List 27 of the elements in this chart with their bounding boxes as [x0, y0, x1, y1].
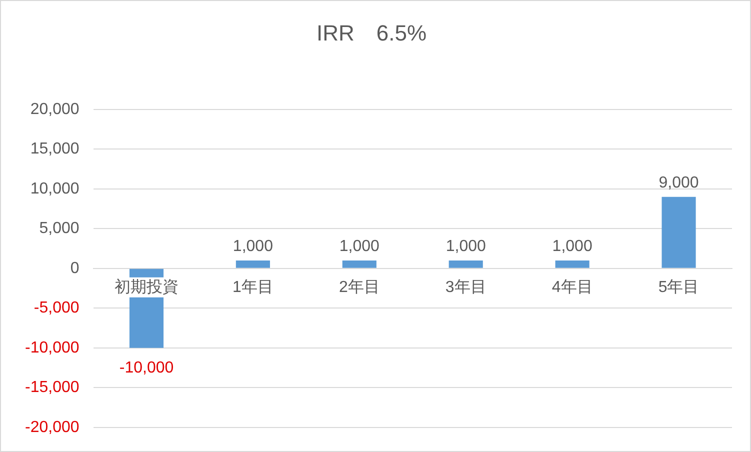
y-tick-label: -15,000: [25, 379, 80, 396]
y-tick-label: 15,000: [30, 140, 80, 158]
y-tick-label: 20,000: [30, 100, 80, 118]
x-tick-label: 初期投資: [114, 278, 178, 296]
y-tick-label: 10,000: [30, 180, 80, 198]
y-tick-label: -5,000: [34, 300, 80, 317]
data-label: 1,000: [339, 238, 380, 255]
y-tick-label: -20,000: [25, 418, 80, 436]
x-tick-label: 3年目: [445, 278, 486, 296]
data-label: 9,000: [658, 174, 699, 192]
bar: [342, 260, 376, 268]
x-tick-label: 2年目: [338, 278, 380, 296]
y-tick-label: 5,000: [39, 220, 80, 238]
bar: [236, 260, 270, 268]
x-tick-label: 5年目: [658, 278, 700, 296]
chart-title: IRR 6.5%: [316, 20, 427, 46]
data-label: 1,000: [232, 238, 274, 255]
x-tick-label: 1年目: [232, 278, 274, 296]
bar: [555, 260, 590, 268]
y-tick-label: -10,000: [25, 339, 80, 356]
bar: [662, 196, 696, 268]
data-label: 1,000: [552, 238, 592, 255]
y-tick-label: 0: [70, 260, 80, 277]
data-label: -10,000: [119, 359, 174, 376]
x-tick-label: 4年目: [552, 278, 593, 296]
data-label: 1,000: [446, 238, 486, 255]
bar: [448, 260, 483, 268]
